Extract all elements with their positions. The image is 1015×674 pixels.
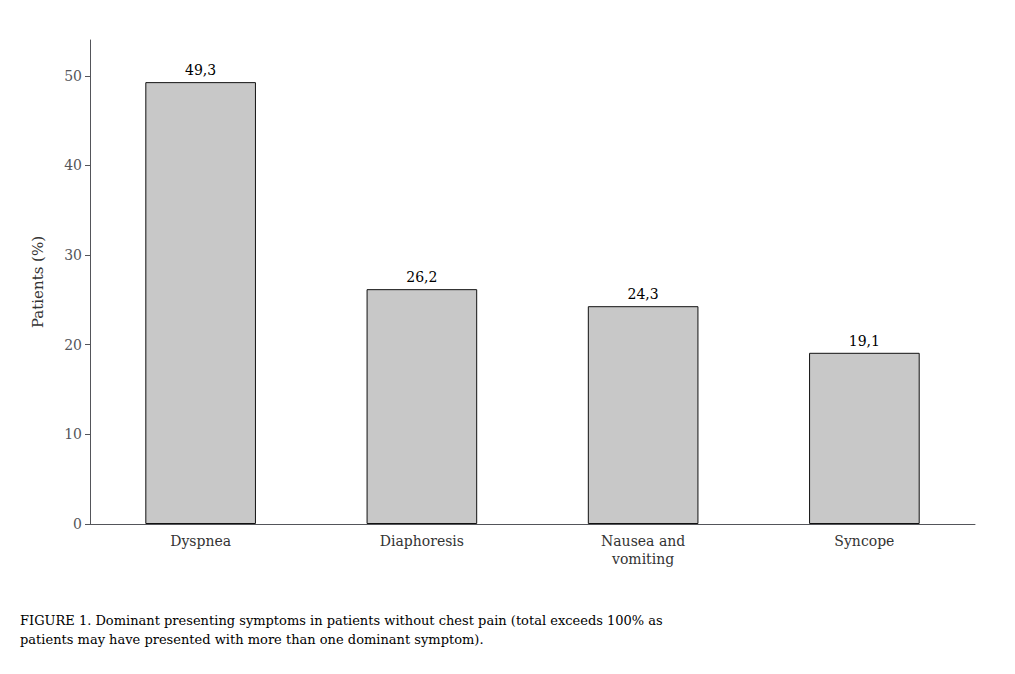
svg-text:patients may have presented wi: patients may have presented with more th… bbox=[20, 632, 484, 647]
svg-text:FIGURE 1. Dominant presenting: FIGURE 1. Dominant presenting symptoms i… bbox=[20, 613, 663, 628]
svg-text:40: 40 bbox=[64, 157, 82, 173]
svg-text:Dyspnea: Dyspnea bbox=[170, 533, 231, 549]
svg-text:10: 10 bbox=[64, 426, 82, 442]
svg-text:Nausea and: Nausea and bbox=[601, 533, 685, 549]
svg-text:26,2: 26,2 bbox=[406, 269, 437, 285]
svg-text:19,1: 19,1 bbox=[849, 333, 880, 349]
svg-text:Syncope: Syncope bbox=[834, 533, 894, 549]
svg-text:24,3: 24,3 bbox=[628, 286, 659, 302]
svg-text:49,3: 49,3 bbox=[185, 62, 216, 78]
svg-text:20: 20 bbox=[64, 337, 82, 353]
svg-text:vomiting: vomiting bbox=[611, 551, 674, 567]
svg-text:0: 0 bbox=[73, 516, 82, 532]
svg-text:50: 50 bbox=[64, 68, 82, 84]
svg-text:Patients (%): Patients (%) bbox=[29, 236, 47, 328]
svg-text:Diaphoresis: Diaphoresis bbox=[380, 533, 464, 549]
svg-text:30: 30 bbox=[64, 247, 82, 263]
